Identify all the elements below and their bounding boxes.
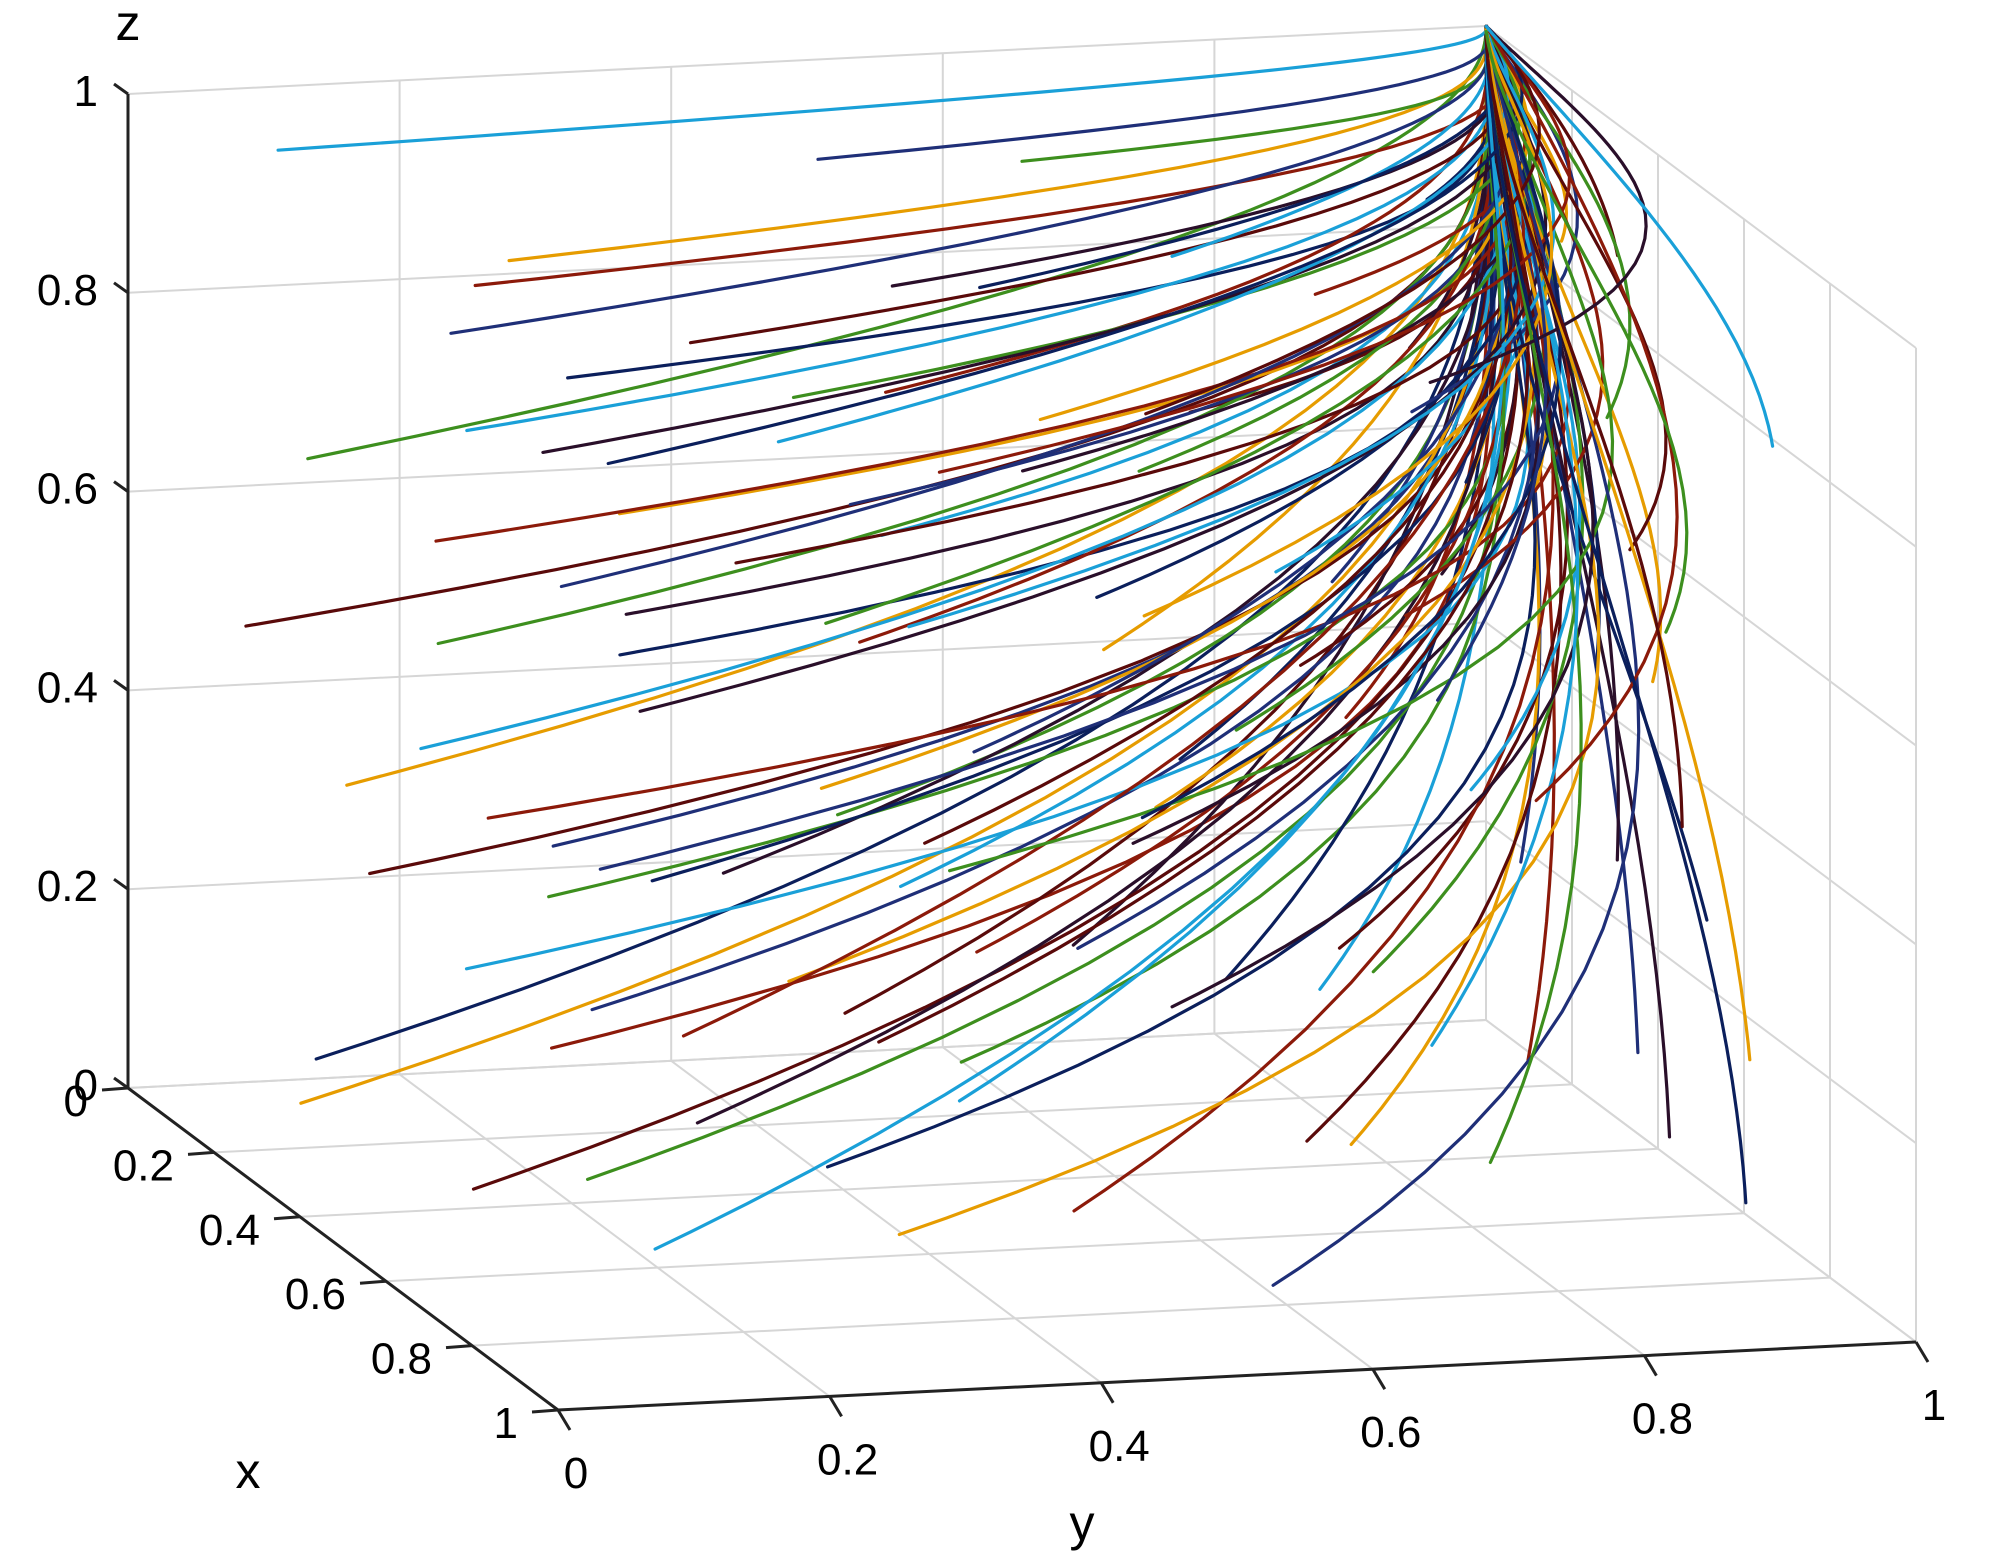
trajectory-line: [1484, 33, 1684, 829]
grid-line-floor-x: [385, 1212, 1745, 1283]
y-axis-line: [557, 1340, 1917, 1412]
grid-line-sidewall-z: [1485, 820, 1917, 1145]
x-tick: [273, 1215, 301, 1221]
z-tick: [113, 82, 129, 96]
grid-line-backwall-z: [127, 422, 1487, 493]
axes: [101, 82, 1930, 1431]
grid-line-backwall-z: [127, 820, 1487, 891]
y-tick: [828, 1395, 843, 1418]
trajectory-line: [816, 24, 1491, 161]
y-tick-label: 1: [1922, 1381, 1946, 1430]
trajectory-line: [1484, 24, 1775, 448]
y-tick-label: 0.4: [1089, 1422, 1150, 1471]
x-axis-label: x: [236, 1443, 261, 1499]
y-tick: [1099, 1382, 1115, 1404]
trajectory-line: [276, 24, 1488, 152]
grid-line-backwall-z: [127, 621, 1487, 692]
x-tick: [445, 1344, 473, 1350]
z-tick: [113, 480, 129, 493]
x-tick: [187, 1150, 215, 1156]
z-axis-label: z: [116, 0, 141, 51]
y-tick: [1371, 1368, 1387, 1390]
grid-line-floor-y: [1213, 1032, 1645, 1357]
x-tick-label: 1: [494, 1399, 518, 1448]
x-tick-label: 0.4: [199, 1206, 260, 1255]
z-tick-label: 0: [74, 1061, 98, 1110]
z-tick-label: 0.2: [37, 862, 98, 911]
trajectories: [244, 24, 1775, 1287]
grid-line-floor-y: [1485, 1019, 1917, 1343]
z-tick: [113, 679, 129, 692]
grid-line-floor-x: [299, 1147, 1659, 1218]
x-tick-label: 0: [64, 1077, 88, 1126]
x-tick-label: 0.2: [113, 1141, 174, 1190]
x-tick: [359, 1279, 387, 1285]
z-tick-label: 0.6: [37, 465, 98, 514]
y-axis-label: y: [1070, 1495, 1095, 1551]
y-tick: [1914, 1341, 1930, 1363]
grid-line-floor-x: [471, 1276, 1831, 1347]
x-axis-line: [127, 1086, 559, 1412]
grid-line-floor-x: [127, 1019, 1487, 1089]
grid-line-backwall-z: [127, 223, 1487, 294]
y-tick-label: 0.2: [817, 1435, 878, 1484]
z-tick-label: 1: [74, 67, 98, 116]
grid-line-sidewall-z: [1485, 25, 1917, 349]
z-tick: [113, 877, 129, 891]
y-tick-label: 0.8: [1632, 1395, 1693, 1444]
tick-labels: 0000.20.20.20.40.40.40.60.60.60.80.80.81…: [37, 67, 1946, 1498]
z-tick-label: 0.4: [37, 663, 98, 712]
y-tick-label: 0: [564, 1449, 588, 1498]
trajectory-line: [1020, 26, 1489, 163]
x-tick-label: 0.6: [285, 1270, 346, 1319]
x-tick: [101, 1086, 129, 1092]
trajectory-line: [1484, 29, 1689, 634]
grid-line-floor-y: [942, 1046, 1374, 1371]
grid-line-floor-x: [213, 1083, 1573, 1154]
grid-line-floor-y: [670, 1059, 1102, 1384]
y-tick-label: 0.6: [1360, 1408, 1421, 1457]
grid-line-floor-y: [399, 1073, 831, 1398]
y-tick: [1643, 1354, 1658, 1377]
z-tick-label: 0.8: [37, 266, 98, 315]
x-tick-label: 0.8: [371, 1335, 432, 1384]
trajectory-line: [688, 25, 1508, 345]
trajectory-line: [1271, 34, 1641, 1287]
z-tick: [113, 1076, 129, 1090]
z-tick: [113, 281, 129, 295]
y-tick: [556, 1409, 572, 1431]
x-tick: [531, 1408, 559, 1414]
grid-line-backwall-z: [127, 25, 1487, 95]
